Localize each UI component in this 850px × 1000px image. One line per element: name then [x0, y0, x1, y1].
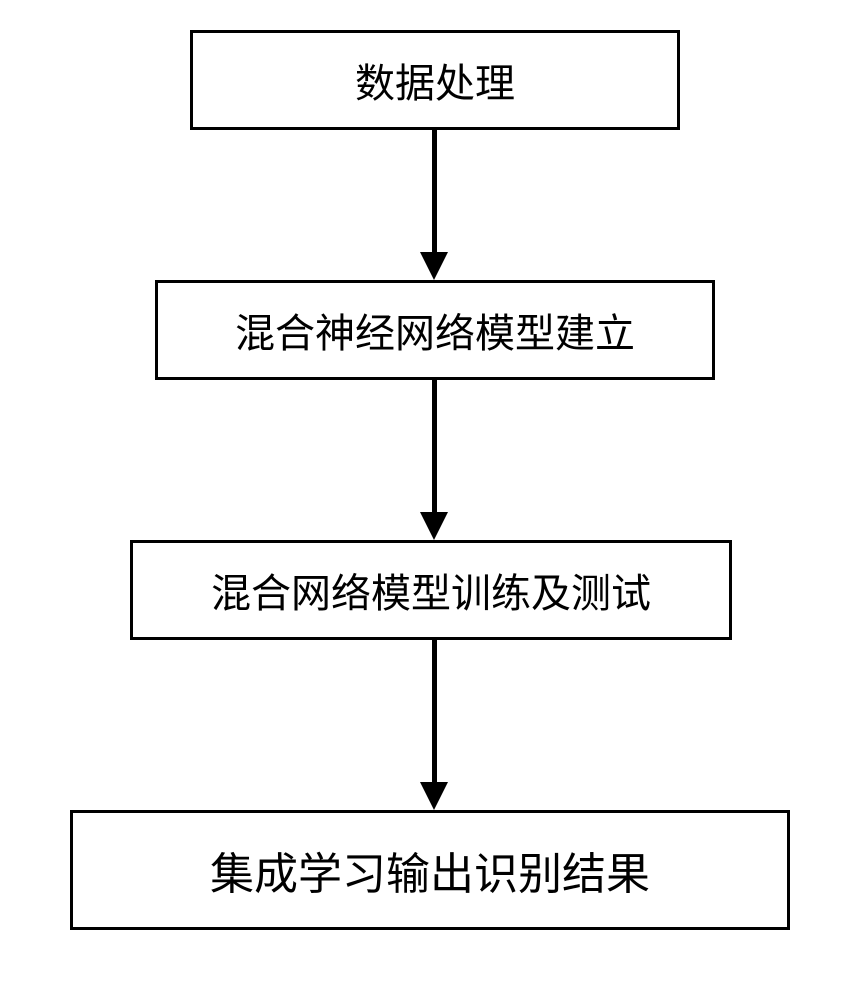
flowchart-node-2-label: 混合神经网络模型建立 [235, 301, 635, 359]
flowchart-node-4-label: 集成学习输出识别结果 [210, 838, 650, 902]
flowchart-node-1-label: 数据处理 [355, 51, 515, 109]
flowchart-node-3: 混合网络模型训练及测试 [130, 540, 732, 640]
flowchart-node-4: 集成学习输出识别结果 [70, 810, 790, 930]
flowchart-arrow-3-head [420, 782, 448, 810]
flowchart-node-1: 数据处理 [190, 30, 680, 130]
flowchart-arrow-2-head [420, 512, 448, 540]
flowchart-node-2: 混合神经网络模型建立 [155, 280, 715, 380]
flowchart-arrow-2 [432, 380, 437, 512]
flowchart-node-3-label: 混合网络模型训练及测试 [211, 561, 651, 619]
flowchart-arrow-3 [432, 640, 437, 782]
flowchart-arrow-1-head [420, 252, 448, 280]
flowchart-arrow-1 [432, 130, 437, 252]
flowchart-canvas: 数据处理 混合神经网络模型建立 混合网络模型训练及测试 集成学习输出识别结果 [0, 0, 850, 1000]
